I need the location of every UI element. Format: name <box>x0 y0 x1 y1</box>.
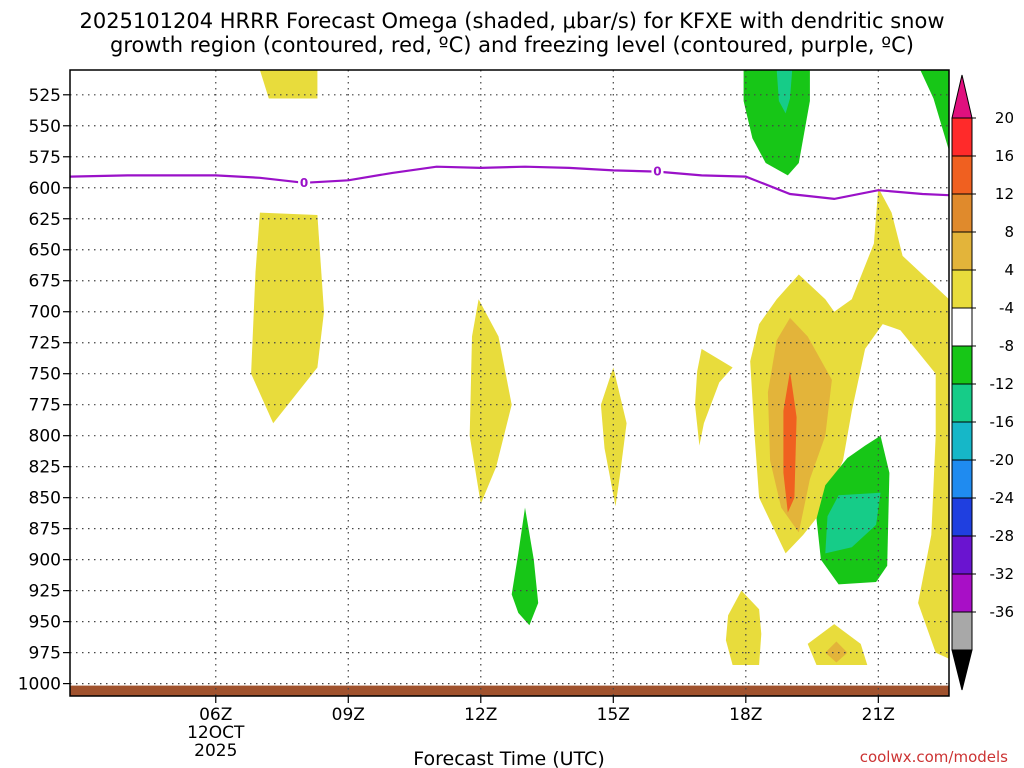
omega-region-16 <box>511 507 539 626</box>
omega-region-0 <box>259 70 318 99</box>
y-tick-label: 900 <box>29 551 61 571</box>
omega-region-1 <box>251 212 324 424</box>
colorbar-label: -4 <box>999 299 1014 317</box>
omega-region-5 <box>750 187 949 659</box>
colorbar-segment <box>951 573 973 613</box>
chart-title-line2: growth region (contoured, red, ºC) and f… <box>110 33 914 57</box>
y-tick-label: 550 <box>29 117 61 137</box>
x-tick-label: 18Z <box>729 705 762 725</box>
colorbar-label: -28 <box>990 527 1015 545</box>
y-tick-label: 650 <box>29 241 61 261</box>
plot-frame <box>69 69 950 697</box>
colorbar-label: -16 <box>990 413 1015 431</box>
y-tick-label: 600 <box>29 179 61 199</box>
omega-region-13 <box>920 70 949 151</box>
freezing-level-label: 0 <box>653 165 661 179</box>
y-tick-label: 850 <box>29 489 61 509</box>
y-tick-label: 800 <box>29 427 61 447</box>
freezing-level-line <box>70 165 949 201</box>
colorbar-segment <box>951 497 973 537</box>
omega-region-4 <box>695 348 733 446</box>
colorbar-segment <box>951 345 973 385</box>
y-tick-label: 775 <box>29 396 61 416</box>
colorbar-segment <box>951 421 973 461</box>
colorbar-label: -36 <box>990 603 1015 621</box>
x-axis-label: Forecast Time (UTC) <box>413 748 604 768</box>
colorbar-top-arrow <box>951 74 973 119</box>
y-tick-label: 625 <box>29 210 61 230</box>
omega-region-6 <box>767 317 832 533</box>
colorbar-segment <box>951 193 973 233</box>
omega-region-15 <box>825 492 881 554</box>
omega-region-7 <box>783 371 797 513</box>
colorbar-label: 8 <box>1004 223 1014 241</box>
omega-region-8 <box>725 590 762 665</box>
y-tick-label: 700 <box>29 303 61 323</box>
x-tick-label: 15Z <box>597 705 630 725</box>
colorbar-segment <box>951 231 973 271</box>
y-tick-label: 725 <box>29 334 61 354</box>
x-tick-label: 12Z <box>464 705 497 725</box>
colorbar-label: 4 <box>1004 261 1014 279</box>
y-tick-label: 750 <box>29 365 61 385</box>
y-tick-label: 675 <box>29 272 61 292</box>
colorbar-label: 12 <box>995 185 1014 203</box>
chart-title-line1: 2025101204 HRRR Forecast Omega (shaded, … <box>79 9 944 33</box>
y-tick-label: 1000 <box>18 675 61 695</box>
y-tick-label: 575 <box>29 148 61 168</box>
colorbar-segment <box>951 459 973 499</box>
y-tick-label: 950 <box>29 613 61 633</box>
freezing-label-bg <box>298 174 311 189</box>
colorbar-label: 16 <box>995 147 1014 165</box>
credit-text: coolwx.com/models <box>860 748 1008 766</box>
y-tick-label: 825 <box>29 458 61 478</box>
colorbar-segment <box>951 611 973 651</box>
colorbar-label: -12 <box>990 375 1015 393</box>
x-tick-label: 21Z <box>862 705 895 725</box>
colorbar-segment <box>951 535 973 575</box>
omega-region-11 <box>743 70 810 176</box>
x-tick-label: 09Z <box>332 705 365 725</box>
colorbar-label: -20 <box>990 451 1015 469</box>
colorbar-label: -24 <box>990 489 1015 507</box>
x-tick-label: 06Z <box>199 705 232 725</box>
y-tick-label: 875 <box>29 520 61 540</box>
y-tick-label: 925 <box>29 582 61 602</box>
colorbar-label: -8 <box>999 337 1014 355</box>
colorbar-segment <box>951 269 973 309</box>
colorbar-segment <box>951 383 973 423</box>
x-tick-year: 2025 <box>194 741 237 761</box>
omega-region-12 <box>776 70 793 114</box>
colorbar-label: 20 <box>995 109 1014 127</box>
x-tick-date: 12OCT <box>187 723 245 743</box>
omega-region-2 <box>469 299 512 504</box>
colorbar-segment <box>951 155 973 195</box>
colorbar-label: -32 <box>990 565 1015 583</box>
y-tick-label: 525 <box>29 86 61 106</box>
ground-band <box>70 685 949 696</box>
colorbar-bottom-arrow <box>951 649 973 691</box>
freezing-level-label: 0 <box>300 176 308 190</box>
y-tick-label: 975 <box>29 644 61 664</box>
omega-region-10 <box>825 641 848 663</box>
freezing-label-bg <box>651 163 664 178</box>
colorbar-segment <box>951 117 973 157</box>
colorbar-segment <box>951 307 973 347</box>
